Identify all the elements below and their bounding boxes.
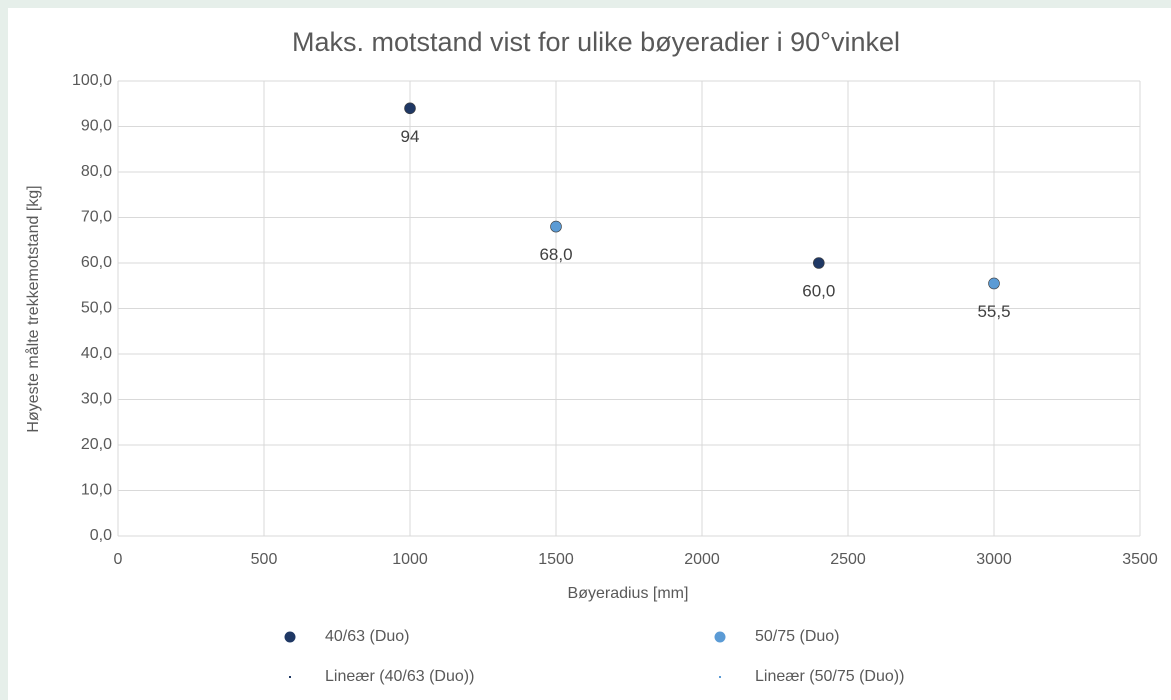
legend-marker — [714, 631, 726, 643]
point — [812, 257, 825, 269]
y-tick-label: 50,0 — [81, 300, 112, 317]
legend-label: Lineær (40/63 (Duo)) — [325, 668, 474, 685]
x-tick-label: 1000 — [392, 551, 428, 568]
y-tick-label: 100,0 — [72, 72, 112, 89]
x-tick-label: 500 — [251, 551, 278, 568]
x-tick-label: 1500 — [538, 551, 574, 568]
x-axis-label: Bøyeradius [mm] — [568, 585, 689, 602]
legend-label: Lineær (50/75 (Duo)) — [755, 668, 904, 685]
x-tick-label: 2000 — [684, 551, 720, 568]
legend-label: 40/63 (Duo) — [325, 628, 410, 645]
y-tick-label: 60,0 — [81, 254, 112, 271]
x-tick-label: 0 — [114, 551, 123, 568]
data-label: 55,5 — [977, 302, 1010, 321]
legend-marker — [284, 631, 296, 643]
y-tick-label: 20,0 — [81, 436, 112, 453]
y-tick-label: 0,0 — [90, 527, 112, 544]
y-tick-label: 70,0 — [81, 209, 112, 226]
point — [404, 102, 416, 115]
point — [550, 220, 562, 233]
y-axis-label: Høyeste målte trekkemotstand [kg] — [24, 185, 42, 432]
data-label: 68,0 — [539, 245, 572, 264]
x-tick-label: 2500 — [830, 551, 866, 568]
y-tick-label: 30,0 — [81, 391, 112, 408]
chart-title: Maks. motstand vist for ulike bøyeradier… — [292, 27, 900, 57]
point — [988, 277, 1000, 290]
data-label: 94 — [401, 127, 420, 146]
x-tick-label: 3500 — [1122, 551, 1158, 568]
y-tick-label: 10,0 — [81, 482, 112, 499]
legend-label: 50/75 (Duo) — [755, 628, 840, 645]
data-label: 60,0 — [802, 281, 835, 300]
x-tick-label: 3000 — [976, 551, 1012, 568]
y-tick-label: 80,0 — [81, 163, 112, 180]
y-tick-label: 40,0 — [81, 345, 112, 362]
y-tick-label: 90,0 — [81, 118, 112, 135]
